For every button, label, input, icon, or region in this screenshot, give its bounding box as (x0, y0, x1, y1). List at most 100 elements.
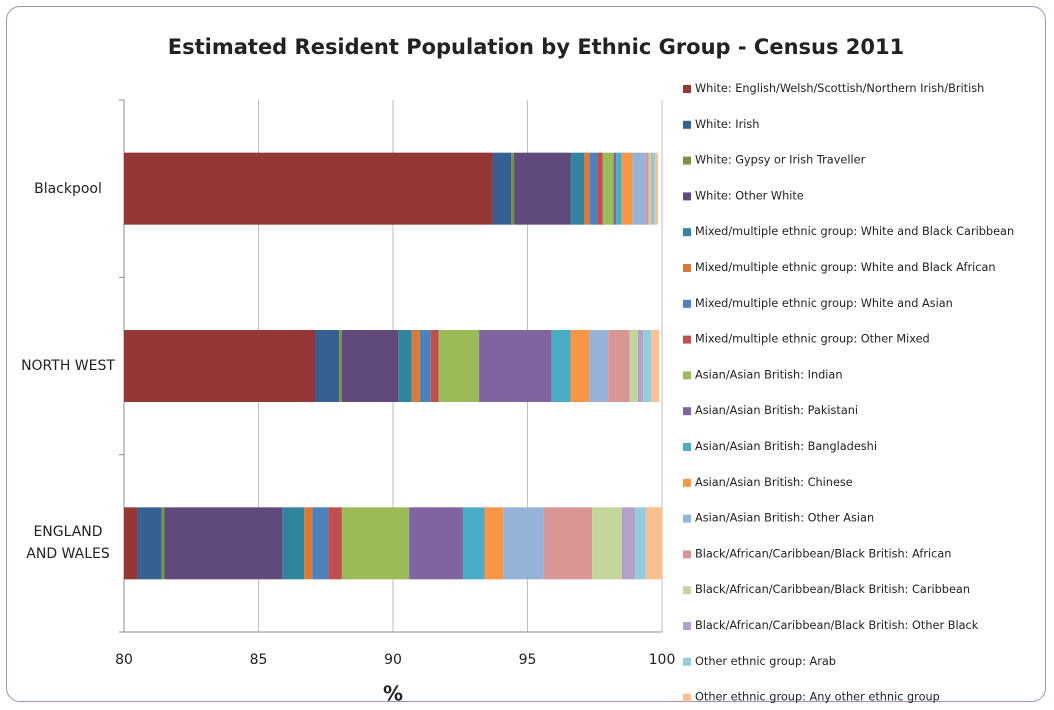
legend-swatch (683, 335, 691, 344)
legend-label: Mixed/multiple ethnic group: Other Mixed (695, 333, 930, 346)
legend-swatch (683, 443, 691, 451)
legend-label: White: Gypsy or Irish Traveller (695, 154, 866, 167)
legend-label: Mixed/multiple ethnic group: White and B… (695, 225, 1014, 238)
bar-segment (597, 152, 603, 225)
bar-segment (164, 507, 283, 580)
bar-segment (341, 330, 399, 402)
legend-swatch (683, 622, 691, 630)
bar-segment (602, 152, 614, 225)
bar-segment (339, 330, 342, 402)
legend-label: Asian/Asian British: Bangladeshi (695, 440, 877, 453)
legend-swatch (683, 299, 691, 308)
bar-segment (652, 152, 656, 225)
bar-segment (124, 152, 493, 225)
x-axis-label: % (383, 682, 403, 706)
legend-swatch (683, 85, 691, 93)
bar-segment (645, 152, 649, 225)
bar-segment (514, 152, 571, 225)
bar-segment (492, 152, 512, 225)
legend-swatch (683, 264, 691, 272)
legend-label: Asian/Asian British: Pakistani (695, 404, 858, 417)
legend-swatch (683, 407, 691, 416)
bar-segment (632, 152, 646, 225)
bar-segment (503, 507, 544, 580)
bar-segment (648, 152, 652, 225)
bar-segment (543, 507, 593, 580)
bar-segment (282, 507, 305, 580)
bar-segment (328, 507, 342, 580)
legend-swatch (683, 550, 691, 559)
bar-segment (341, 507, 410, 580)
bar-segment (621, 152, 633, 225)
bar-segment (137, 507, 162, 580)
legend-label: White: Irish (695, 118, 759, 131)
legend-swatch (683, 693, 691, 702)
bar-segment (312, 507, 329, 580)
bar-segment (398, 330, 412, 402)
x-tick-label: 80 (115, 652, 133, 668)
bar-segment (304, 507, 313, 580)
bar-segment (570, 330, 590, 402)
legend-label: Black/African/Caribbean/Black British: O… (695, 619, 979, 632)
bar-segment (651, 330, 660, 402)
x-tick-label: 90 (384, 652, 402, 668)
bar-segment (643, 330, 652, 402)
bar-segment (613, 152, 617, 225)
bar-segment (511, 152, 515, 225)
legend-swatch (683, 192, 691, 201)
legend-label: White: Other White (695, 189, 804, 202)
bar-segment (655, 152, 658, 225)
x-tick-label: 100 (649, 652, 676, 668)
bar-segment (124, 507, 138, 580)
legend-label: Asian/Asian British: Chinese (695, 476, 853, 489)
legend-label: White: English/Welsh/Scottish/Northern I… (695, 82, 984, 95)
legend-swatch (683, 657, 691, 666)
bar-segment (592, 507, 622, 580)
y-tick-label: NORTH WEST (21, 358, 115, 374)
legend-swatch (683, 586, 691, 595)
bar-segment (589, 152, 598, 225)
bar-segment (637, 330, 644, 402)
bar-segment (314, 330, 340, 402)
bar-segment (645, 507, 662, 580)
legend-label: Mixed/multiple ethnic group: White and B… (695, 261, 996, 274)
y-tick-label: Blackpool (34, 180, 102, 197)
legend-swatch (683, 228, 691, 237)
legend-swatch (683, 371, 691, 380)
bar-segment (411, 330, 420, 402)
legend-label: Mixed/multiple ethnic group: White and A… (695, 297, 953, 310)
bar-segment (484, 507, 504, 580)
legend-label: Asian/Asian British: Other Asian (695, 512, 874, 525)
legend-label: Other ethnic group: Arab (695, 655, 836, 668)
bar-segment (616, 152, 622, 225)
bar-segment (551, 330, 571, 402)
bar-segment (409, 507, 463, 580)
chart-title: Estimated Resident Population by Ethnic … (168, 35, 904, 59)
bar-segment (570, 152, 584, 225)
bar-segment (462, 507, 485, 580)
bar-segment (651, 152, 653, 225)
bar-segment (621, 507, 636, 580)
bar-segment (124, 330, 315, 402)
bar-segment (438, 330, 480, 402)
bar-segment (161, 507, 165, 580)
bar-segment (589, 330, 609, 402)
bar-segment (629, 330, 638, 402)
bar-segment (430, 330, 439, 402)
legend-label: Asian/Asian British: Indian (695, 368, 843, 381)
legend-label: Other ethnic group: Any other ethnic gro… (695, 691, 940, 704)
x-tick-label: 85 (250, 652, 268, 668)
bar-segment (419, 330, 431, 402)
legend-swatch (683, 478, 691, 487)
legend-swatch (683, 156, 691, 165)
legend-swatch (683, 514, 691, 523)
legend-label: Black/African/Caribbean/Black British: A… (695, 547, 951, 560)
bar-segment (635, 507, 646, 580)
y-tick-label: ENGLAND AND WALES (26, 524, 110, 563)
bar-segment (583, 152, 590, 225)
bar-segment (608, 330, 630, 402)
x-tick-label: 95 (519, 652, 537, 668)
legend-label: Black/African/Caribbean/Black British: C… (695, 583, 970, 596)
